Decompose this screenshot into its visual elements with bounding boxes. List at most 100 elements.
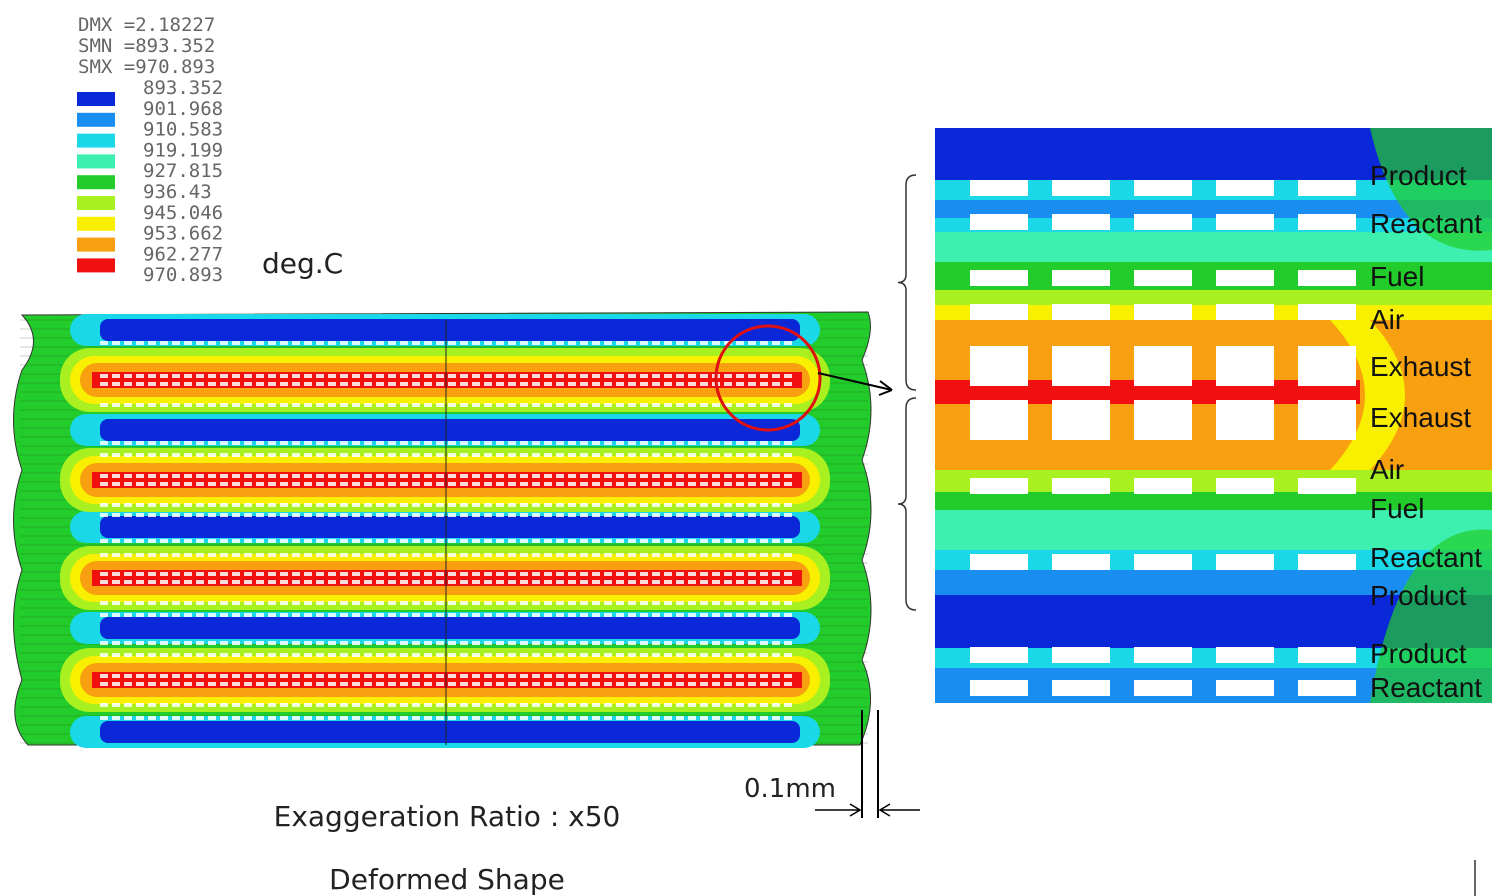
channel bbox=[508, 474, 516, 478]
legend-swatch bbox=[77, 217, 115, 231]
channel bbox=[424, 474, 432, 478]
channel bbox=[352, 653, 360, 657]
channel bbox=[664, 503, 672, 507]
channel bbox=[388, 703, 396, 707]
channel bbox=[388, 453, 396, 457]
channel bbox=[448, 513, 456, 517]
channel bbox=[448, 572, 456, 576]
detail-channel bbox=[1052, 554, 1110, 570]
channel bbox=[184, 653, 192, 657]
channel bbox=[412, 441, 420, 445]
channel bbox=[352, 580, 360, 584]
channel bbox=[604, 503, 612, 507]
channel bbox=[712, 553, 720, 557]
channel bbox=[724, 653, 732, 657]
detail-channel bbox=[1134, 647, 1192, 663]
channel bbox=[232, 601, 240, 605]
channel bbox=[664, 674, 672, 678]
channel bbox=[604, 601, 612, 605]
channel bbox=[148, 674, 156, 678]
channel bbox=[352, 403, 360, 407]
channel bbox=[652, 653, 660, 657]
channel bbox=[484, 682, 492, 686]
channel bbox=[784, 341, 792, 345]
channel bbox=[400, 382, 408, 386]
channel bbox=[580, 341, 588, 345]
channel bbox=[124, 716, 132, 720]
channel bbox=[568, 674, 576, 678]
channel bbox=[268, 539, 276, 543]
channel bbox=[436, 580, 444, 584]
channel bbox=[520, 341, 528, 345]
channel bbox=[712, 703, 720, 707]
channel bbox=[328, 539, 336, 543]
channel bbox=[112, 539, 120, 543]
channel bbox=[496, 503, 504, 507]
channel bbox=[148, 613, 156, 617]
channel bbox=[304, 674, 312, 678]
channel bbox=[700, 613, 708, 617]
channel bbox=[712, 716, 720, 720]
channel bbox=[760, 382, 768, 386]
detail-channel bbox=[1216, 478, 1274, 494]
channel bbox=[484, 601, 492, 605]
channel bbox=[172, 374, 180, 378]
legend-swatch bbox=[77, 238, 115, 252]
channel bbox=[748, 403, 756, 407]
channel bbox=[772, 403, 780, 407]
channel bbox=[628, 453, 636, 457]
channel bbox=[520, 503, 528, 507]
channel bbox=[268, 580, 276, 584]
channel bbox=[700, 382, 708, 386]
cold-band bbox=[100, 721, 800, 743]
channel bbox=[508, 453, 516, 457]
channel bbox=[352, 682, 360, 686]
channel bbox=[268, 613, 276, 617]
channel bbox=[676, 503, 684, 507]
channel bbox=[124, 441, 132, 445]
channel bbox=[688, 453, 696, 457]
channel bbox=[352, 503, 360, 507]
channel bbox=[160, 580, 168, 584]
channel bbox=[760, 641, 768, 645]
channel bbox=[100, 653, 108, 657]
channel bbox=[424, 403, 432, 407]
channel bbox=[136, 572, 144, 576]
channel bbox=[508, 539, 516, 543]
channel bbox=[340, 503, 348, 507]
channel bbox=[244, 601, 252, 605]
channel bbox=[616, 572, 624, 576]
channel bbox=[340, 403, 348, 407]
channel bbox=[640, 601, 648, 605]
channel bbox=[688, 674, 696, 678]
channel bbox=[268, 382, 276, 386]
detail-channel bbox=[970, 180, 1028, 196]
channel bbox=[520, 653, 528, 657]
channel bbox=[544, 539, 552, 543]
channel bbox=[580, 653, 588, 657]
channel bbox=[664, 382, 672, 386]
channel bbox=[148, 441, 156, 445]
channel bbox=[292, 474, 300, 478]
channel bbox=[100, 474, 108, 478]
channel bbox=[736, 613, 744, 617]
channel bbox=[736, 482, 744, 486]
stream-label: Air bbox=[1370, 454, 1404, 485]
channel bbox=[148, 513, 156, 517]
channel bbox=[424, 441, 432, 445]
channel bbox=[424, 580, 432, 584]
channel bbox=[124, 572, 132, 576]
channel bbox=[520, 382, 528, 386]
channel bbox=[136, 641, 144, 645]
channel bbox=[628, 503, 636, 507]
channel bbox=[412, 716, 420, 720]
channel bbox=[196, 474, 204, 478]
channel bbox=[496, 374, 504, 378]
channel bbox=[532, 374, 540, 378]
channel bbox=[760, 513, 768, 517]
cold-band bbox=[100, 419, 800, 441]
channel bbox=[604, 374, 612, 378]
channel bbox=[784, 613, 792, 617]
channel bbox=[196, 513, 204, 517]
channel bbox=[388, 482, 396, 486]
